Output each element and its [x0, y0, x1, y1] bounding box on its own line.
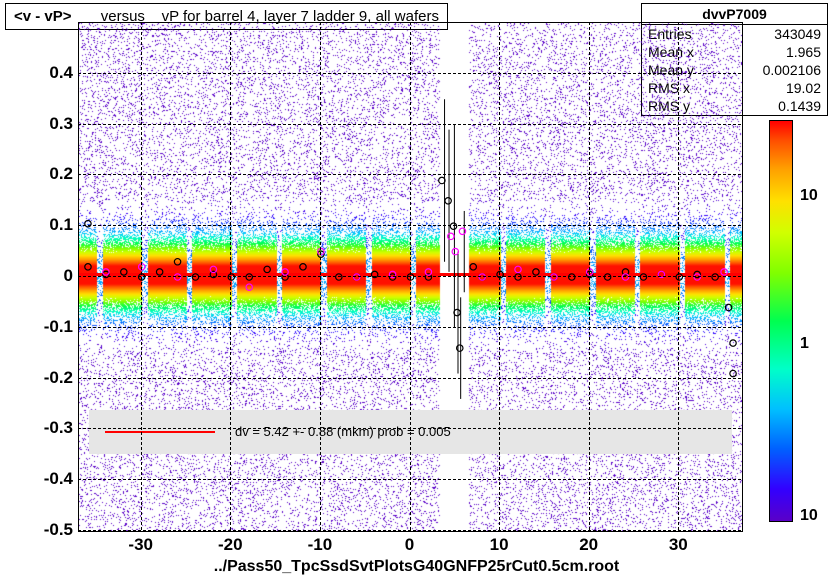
grid-v: [499, 22, 500, 530]
grid-v: [589, 22, 590, 530]
plot-area: dv = 5.42 +- 0.88 (mkm) prob = 0.005: [78, 22, 743, 532]
x-tick: -30: [128, 535, 153, 555]
x-axis-label: ../Pass50_TpcSsdSvtPlotsG40GNFP25rCut0.5…: [0, 558, 833, 576]
legend-text: dv = 5.42 +- 0.88 (mkm) prob = 0.005: [235, 424, 451, 439]
chart-container: <v - vP> versus vP for barrel 4, layer 7…: [0, 0, 833, 579]
x-tick: 20: [579, 535, 598, 555]
colorbar-tick: 10: [800, 187, 818, 205]
y-tick: 0.2: [3, 164, 73, 184]
y-tick: -0.5: [3, 520, 73, 540]
y-tick: -0.4: [3, 469, 73, 489]
colorbar-tick: 1: [800, 335, 809, 353]
heatmap-canvas: [79, 23, 742, 531]
grid-h: [78, 530, 741, 531]
y-tick: 0.3: [3, 114, 73, 134]
x-tick: 30: [669, 535, 688, 555]
x-tick: 10: [490, 535, 509, 555]
legend-line-swatch: [105, 431, 215, 433]
x-tick: -10: [308, 535, 333, 555]
y-tick: 0.1: [3, 215, 73, 235]
legend-box: dv = 5.42 +- 0.88 (mkm) prob = 0.005: [89, 410, 732, 454]
grid-v: [141, 22, 142, 530]
y-tick: 0.4: [3, 63, 73, 83]
grid-v: [230, 22, 231, 530]
x-tick: -20: [218, 535, 243, 555]
colorbar-tick: 10: [800, 507, 818, 525]
y-tick: -0.3: [3, 418, 73, 438]
color-bar: [769, 120, 793, 522]
grid-v: [410, 22, 411, 530]
y-tick: -0.1: [3, 317, 73, 337]
x-tick: 0: [405, 535, 414, 555]
grid-v: [678, 22, 679, 530]
y-tick: 0: [3, 266, 73, 286]
grid-v: [320, 22, 321, 530]
y-tick: -0.2: [3, 368, 73, 388]
